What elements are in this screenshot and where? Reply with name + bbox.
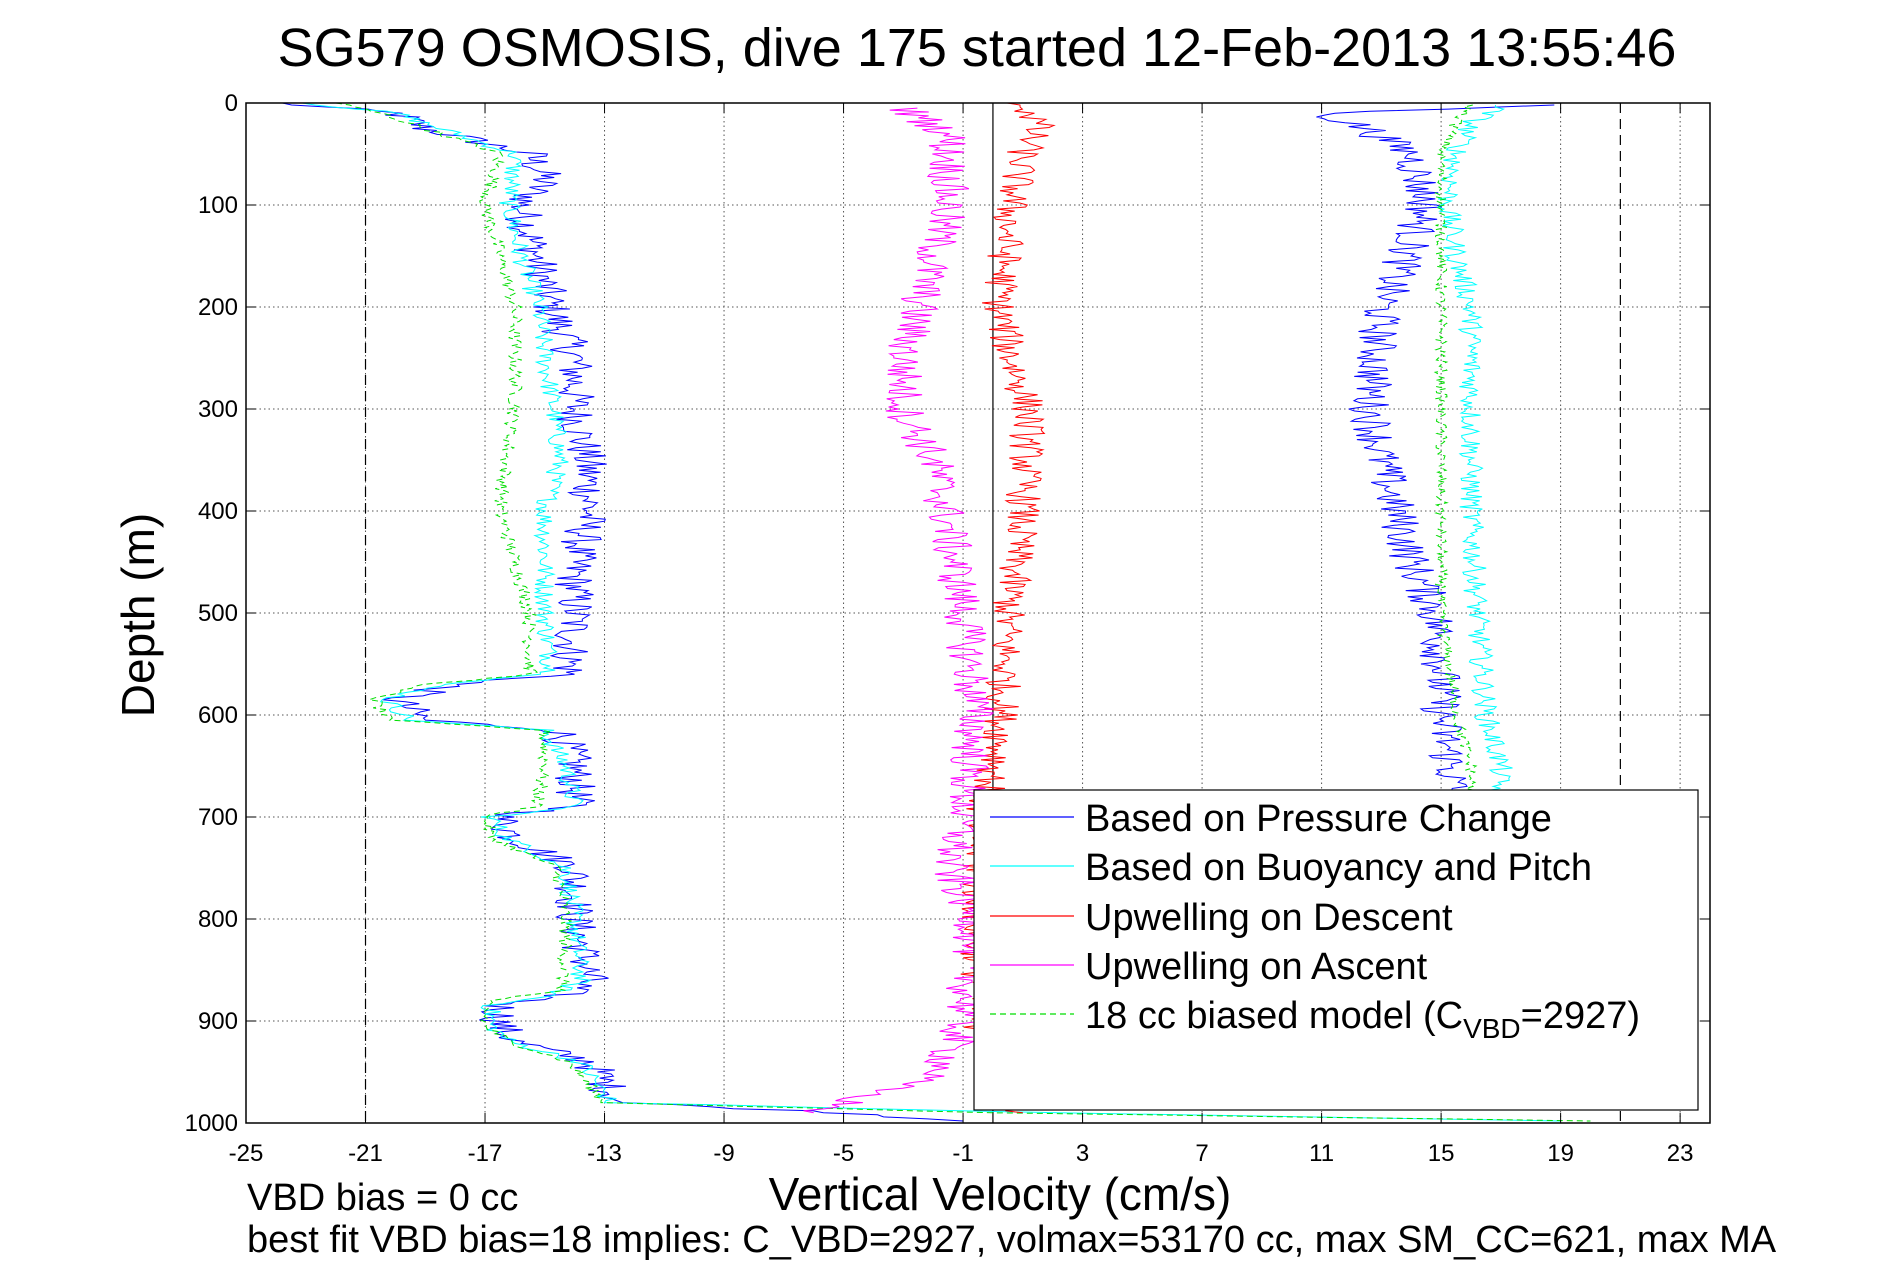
x-tick-label: -13 <box>587 1140 622 1167</box>
y-tick-label: 0 <box>225 90 238 117</box>
y-tick-label: 600 <box>198 702 238 729</box>
series-line-biased-model-ascent <box>1433 104 1478 808</box>
x-tick-label: 19 <box>1547 1140 1574 1167</box>
x-tick-label: -5 <box>833 1140 854 1167</box>
y-tick-label: 700 <box>198 804 238 831</box>
chart-title: SG579 OSMOSIS, dive 175 started 12-Feb-2… <box>278 18 1677 78</box>
x-tick-label: -17 <box>468 1140 503 1167</box>
series-line-buoyancy-pitch-descent <box>302 102 1561 1122</box>
series-line-biased-model-descent <box>335 102 1591 1122</box>
x-tick-label: -25 <box>229 1140 264 1167</box>
x-tick-label: 15 <box>1428 1140 1455 1167</box>
legend-label: Based on Pressure Change <box>1085 798 1552 840</box>
x-tick-label: -21 <box>348 1140 383 1167</box>
x-axis-label: Vertical Velocity (cm/s) <box>769 1168 1232 1220</box>
y-tick-label: 400 <box>198 498 238 525</box>
x-tick-label: 3 <box>1076 1140 1089 1167</box>
series-line-pressure-change-ascent <box>1316 104 1555 808</box>
y-tick-label: 100 <box>198 192 238 219</box>
axis-ticks: -25 -21 -17 -13 -9 -5 -1 3 7 11 15 19 23010020030040… <box>185 90 1710 1167</box>
x-tick-label: -1 <box>952 1140 973 1167</box>
y-tick-label: 800 <box>198 906 238 933</box>
legend-label-text: 18 cc biased model (C <box>1085 995 1463 1037</box>
y-tick-label: 900 <box>198 1008 238 1035</box>
x-tick-label: 11 <box>1309 1140 1334 1167</box>
legend-box <box>973 789 1699 1111</box>
x-tick-label: 23 <box>1667 1140 1694 1167</box>
legend-label: Based on Buoyancy and Pitch <box>1085 847 1592 889</box>
legend-label: Upwelling on Descent <box>1085 897 1453 939</box>
vbd-bias-annotation: VBD bias = 0 cc <box>247 1177 518 1219</box>
legend-label: 18 cc biased model (CVBD=2927) <box>1085 995 1640 1044</box>
y-tick-label: 200 <box>198 294 238 321</box>
legend-label-subscript: VBD <box>1463 1013 1521 1044</box>
best-fit-annotation: best fit VBD bias=18 implies: C_VBD=2927… <box>247 1219 1777 1261</box>
y-tick-label: 300 <box>198 396 238 423</box>
x-tick-label: -9 <box>713 1140 734 1167</box>
y-axis-label: Depth (m) <box>112 513 164 717</box>
legend-label-text: =2927) <box>1521 995 1640 1037</box>
series-line-buoyancy-pitch-ascent <box>1436 104 1513 808</box>
x-tick-label: 7 <box>1195 1140 1208 1167</box>
series-group <box>282 102 1591 1122</box>
series-line-pressure-change-descent <box>282 102 964 1122</box>
series-line-upwelling-on-ascent <box>803 107 995 1114</box>
y-tick-label: 1000 <box>185 1110 238 1137</box>
legend: Based on Pressure Change Based on Buoyanc… <box>973 789 1699 1111</box>
y-tick-label: 500 <box>198 600 238 627</box>
legend-label: Upwelling on Ascent <box>1085 946 1428 988</box>
